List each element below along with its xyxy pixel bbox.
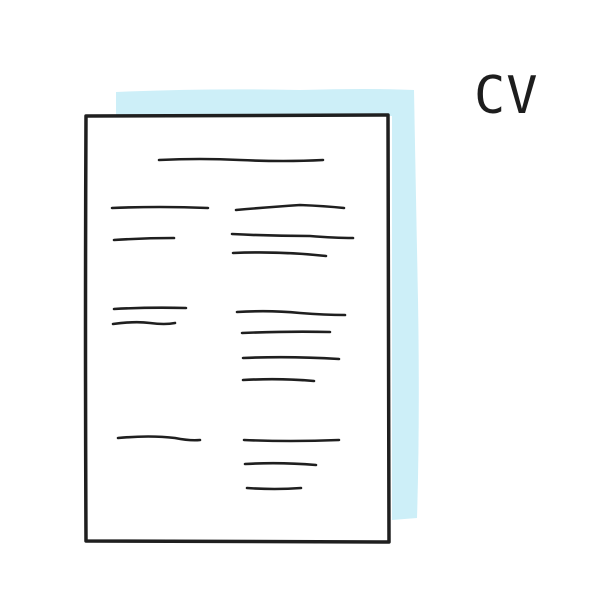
right-text-line bbox=[241, 355, 341, 361]
left-label-line bbox=[112, 236, 176, 242]
right-text-line bbox=[241, 377, 316, 383]
right-text-line bbox=[234, 203, 346, 212]
right-text-line bbox=[245, 486, 303, 491]
right-text-line bbox=[242, 438, 341, 443]
left-label-line bbox=[110, 205, 210, 210]
header-line bbox=[157, 157, 325, 163]
left-label-line bbox=[116, 435, 202, 442]
left-label-line bbox=[112, 306, 188, 311]
right-text-line bbox=[235, 309, 347, 317]
right-text-line bbox=[243, 461, 318, 467]
right-text-line bbox=[230, 232, 355, 240]
left-label-line bbox=[111, 320, 177, 326]
cv-title: CV bbox=[474, 66, 539, 126]
front-page bbox=[83, 113, 391, 544]
right-text-line bbox=[231, 251, 328, 258]
right-text-line bbox=[240, 330, 332, 335]
